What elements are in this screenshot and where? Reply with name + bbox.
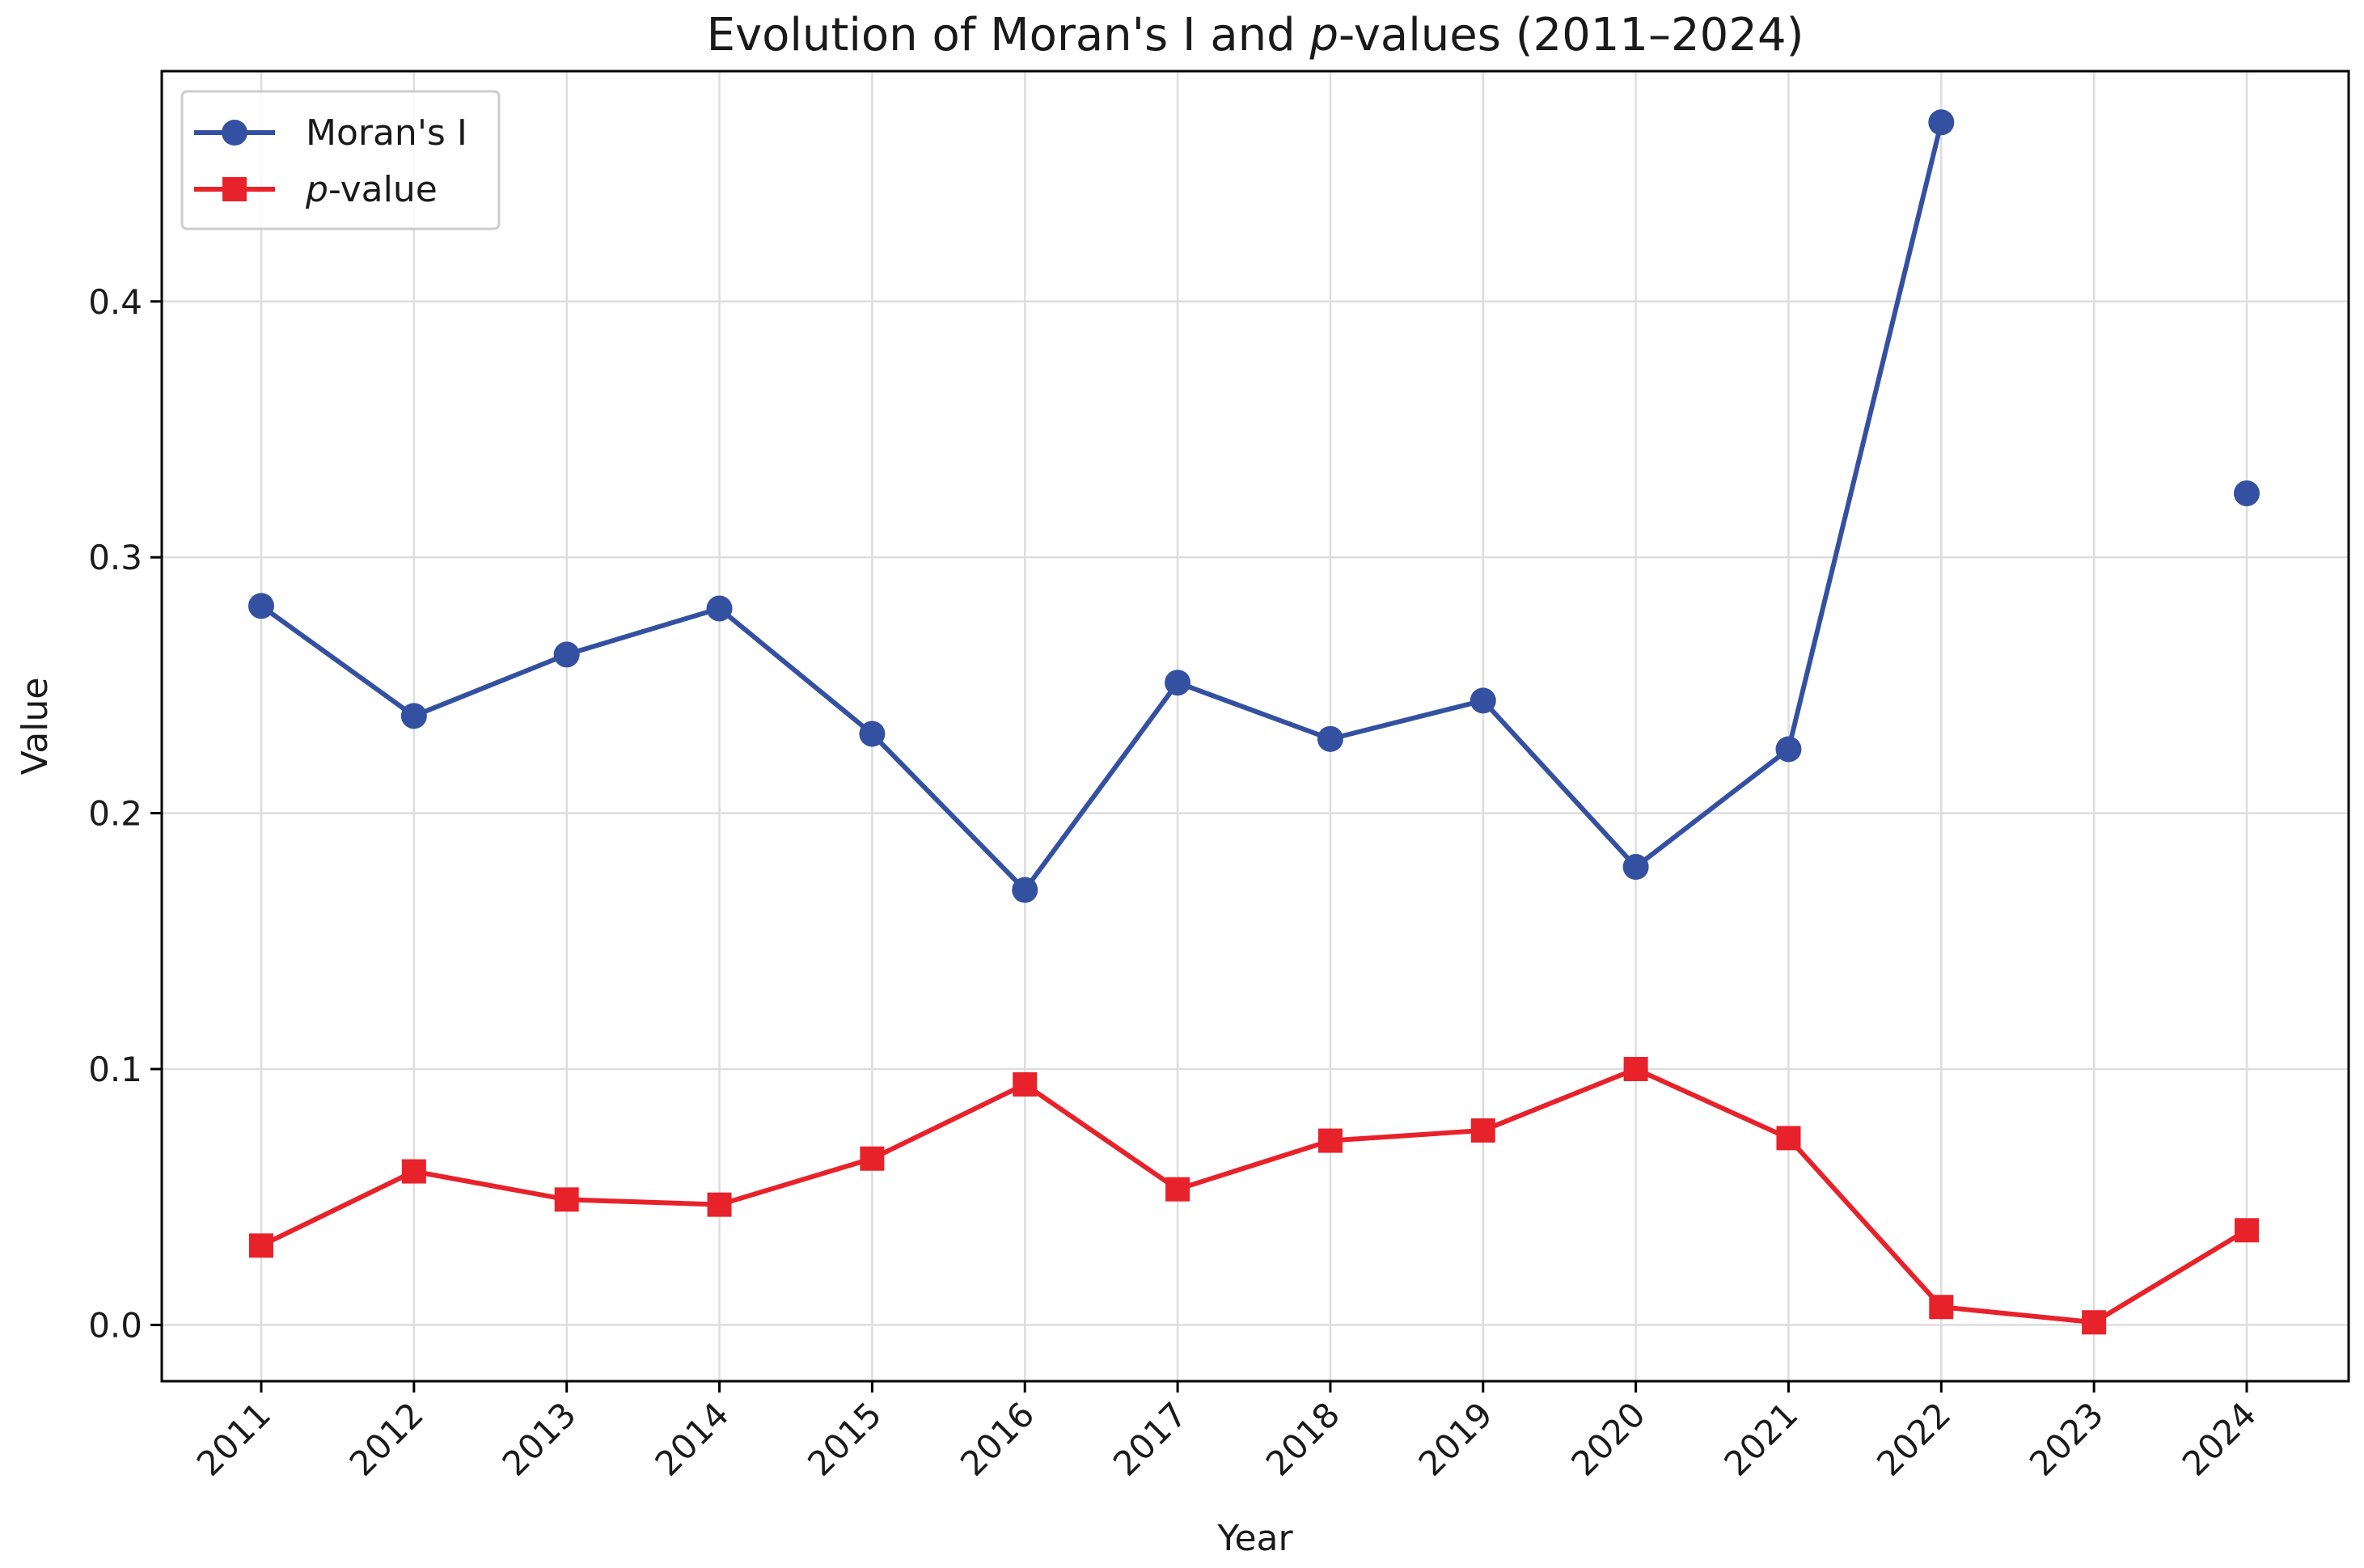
morans-i-point [553, 641, 580, 668]
p-value-point [401, 1159, 426, 1184]
y-tick-label: 0.1 [88, 1050, 142, 1089]
title-italic: p [1309, 9, 1339, 61]
morans-i-point [1165, 670, 1191, 696]
legend-morans-i-marker [222, 120, 247, 146]
x-tick-label: 2024 [2175, 1394, 2264, 1483]
legend-p-value-italic: p [305, 169, 328, 210]
p-value-point [1929, 1295, 1954, 1320]
x-tick-label: 2011 [189, 1394, 278, 1483]
x-tick-label: 2013 [495, 1394, 584, 1483]
morans-i-point [2234, 480, 2260, 507]
p-value-point [1317, 1128, 1343, 1153]
x-tick-label: 2018 [1258, 1394, 1347, 1483]
plot-frame [160, 70, 2350, 1383]
x-tick-label: 2015 [800, 1394, 889, 1483]
y-tick-label: 0.4 [88, 282, 142, 322]
legend-box [180, 90, 501, 230]
morans-i-line [260, 121, 1944, 893]
p-value-point [1470, 1118, 1495, 1143]
x-tick-label: 2012 [342, 1394, 431, 1483]
morans-i-point [1622, 854, 1649, 881]
morans-i-point [400, 703, 427, 729]
series-layer [248, 109, 2260, 1335]
chart-title: Evolution of Moran's I and p-values (201… [707, 9, 1804, 61]
morans-i-point [1775, 736, 1802, 763]
p-value-point [860, 1146, 885, 1171]
x-tick-label: 2023 [2022, 1394, 2111, 1483]
series-morans-i [248, 109, 2260, 903]
title-suffix: -values (2011–2024) [1338, 9, 1804, 61]
legend: Moran's I p-value [180, 90, 501, 230]
legend-morans-i-text: Moran's I [306, 112, 467, 154]
x-tick-label: 2014 [647, 1394, 736, 1483]
x-tick-label: 2016 [953, 1394, 1042, 1483]
morans-i-point [1317, 725, 1343, 752]
legend-p-value-marker [222, 177, 247, 201]
morans-i-point [1470, 687, 1496, 714]
morans-i-point [248, 593, 274, 619]
x-tick-label: 2020 [1563, 1394, 1652, 1483]
legend-morans-i-label: Moran's I [306, 112, 467, 154]
morans-i-point [859, 721, 886, 747]
p-value-point [2082, 1310, 2107, 1335]
p-value-point [1013, 1071, 1038, 1097]
y-tick-label: 0.2 [88, 794, 142, 834]
y-axis-label: Value [15, 678, 56, 776]
title-prefix: Evolution of Moran's I and [707, 9, 1310, 61]
p-value-point [1165, 1177, 1190, 1202]
morans-i-point [706, 595, 733, 622]
y-tick-label: 0.0 [88, 1305, 142, 1345]
p-value-point [2235, 1218, 2259, 1243]
x-tick-label: 2022 [1869, 1394, 1958, 1483]
morans-i-point [1012, 877, 1038, 903]
series-p-value [249, 1056, 2259, 1335]
p-value-point [1776, 1126, 1801, 1151]
p-value-point [554, 1187, 579, 1212]
legend-p-value-text: -value [328, 169, 438, 210]
x-tick-label: 2021 [1716, 1394, 1805, 1483]
p-value-point [249, 1233, 273, 1258]
x-tick-label: 2019 [1411, 1394, 1500, 1483]
y-tick-label: 0.3 [88, 538, 142, 577]
x-axis-label: Year [1216, 1518, 1293, 1559]
p-value-point [1623, 1056, 1648, 1081]
p-value-point [707, 1192, 732, 1217]
legend-p-value-label: p-value [305, 169, 438, 210]
morans-i-point [1928, 109, 1955, 136]
x-tick-label: 2017 [1106, 1394, 1195, 1483]
p-value-line [260, 1066, 2248, 1325]
